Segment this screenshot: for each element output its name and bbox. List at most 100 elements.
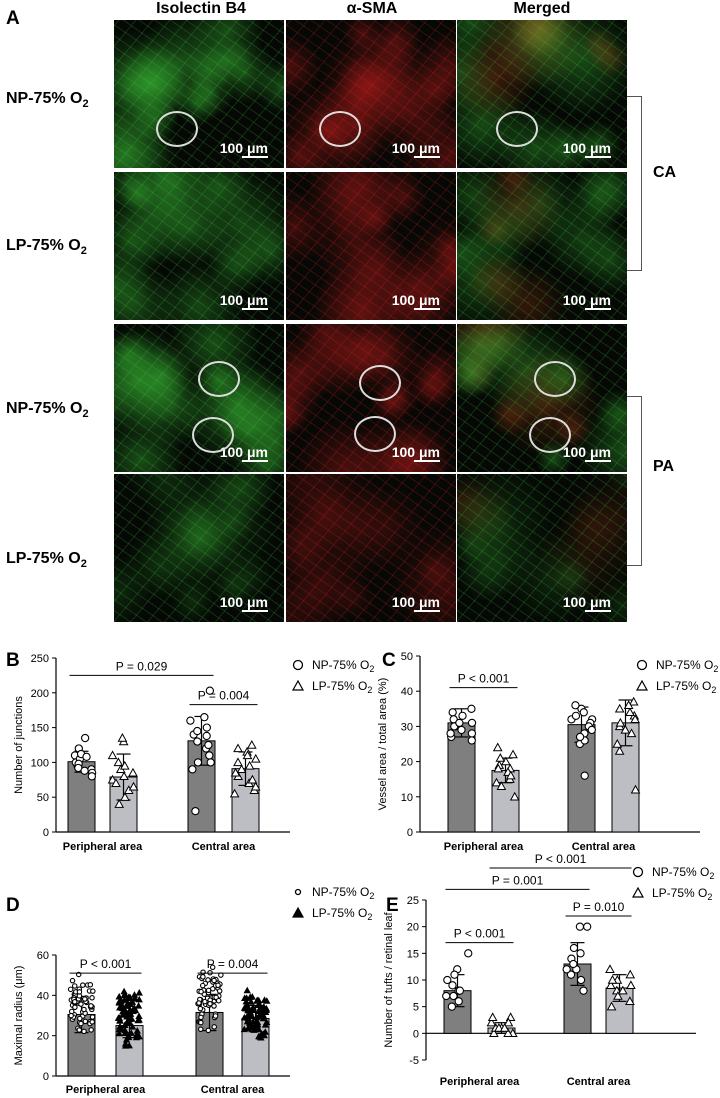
data-point-d: [216, 988, 223, 994]
scale-bar-line: [414, 610, 440, 612]
data-point-d: [126, 1009, 134, 1017]
data-point-d: [81, 1028, 87, 1035]
data-point-b: [128, 767, 138, 777]
data-point-b: [204, 740, 213, 750]
legend-label-lp: LP-75% O2: [652, 886, 712, 902]
data-point-e: [499, 1022, 510, 1032]
row-label-lp-ca: LP-75% O2: [6, 237, 87, 258]
data-point-c: [467, 736, 476, 745]
data-point-c: [496, 781, 507, 790]
scale-bar-label: 100 μm: [219, 594, 268, 610]
micrograph-r2-c1: 100 μm: [114, 172, 284, 320]
data-point-c: [446, 729, 455, 738]
data-point-d: [131, 995, 139, 1002]
data-point-b: [114, 799, 125, 808]
data-point-c: [614, 746, 625, 755]
micrograph-r2-c2: 100 μm: [286, 172, 456, 320]
data-point-d: [255, 996, 263, 1004]
data-point-d: [121, 1040, 130, 1047]
data-point-e: [569, 959, 578, 969]
data-point-c: [575, 732, 585, 742]
data-point-b: [250, 753, 261, 763]
data-point-c: [623, 700, 634, 709]
data-point-b: [107, 750, 118, 760]
data-point-d: [78, 1020, 84, 1027]
data-point-e: [569, 943, 579, 953]
data-point-e: [562, 965, 571, 974]
data-point-c: [458, 711, 467, 720]
data-point-d: [200, 969, 206, 976]
data-point-d: [89, 1019, 95, 1025]
highlight-circle: [534, 361, 576, 397]
data-point-e: [583, 922, 592, 931]
micrograph-r4-c1: 100 μm: [114, 474, 284, 622]
data-point-c: [492, 742, 503, 752]
legend-label-np: NP-75% O2: [312, 658, 374, 674]
legend-marker-np: [292, 659, 304, 671]
row-label-lp-pa: LP-75% O2: [6, 550, 87, 571]
legend-marker-lp: [291, 679, 305, 691]
data-point-d: [247, 1022, 255, 1030]
y-tick-label-b: 50: [37, 792, 49, 804]
data-point-d: [215, 997, 222, 1004]
data-point-c: [579, 708, 588, 717]
data-point-d: [243, 986, 251, 994]
data-point-d: [68, 1012, 74, 1019]
data-point-d: [205, 977, 211, 983]
data-point-b: [202, 723, 211, 732]
data-point-c: [620, 724, 631, 734]
panel-a-letter: A: [6, 8, 20, 29]
data-point-e: [455, 986, 465, 995]
data-point-d: [115, 992, 123, 1000]
y-tick-label-e: -5: [409, 1055, 419, 1067]
data-point-c: [628, 696, 639, 706]
data-point-d: [260, 996, 269, 1003]
data-point-b: [250, 781, 261, 791]
y-tick-label-b: 250: [31, 653, 49, 665]
data-point-b: [128, 781, 139, 791]
data-point-d: [125, 1033, 133, 1041]
legend-label-lp: LP-75% O2: [656, 679, 716, 695]
scale-bar-line: [242, 460, 268, 462]
data-point-d: [120, 991, 129, 999]
data-point-b: [80, 733, 90, 743]
scale-bar-line: [585, 460, 611, 462]
row-label-np-ca: NP-75% O2: [6, 90, 89, 111]
data-point-d: [67, 986, 74, 993]
legend-label-np: NP-75% O2: [656, 658, 718, 674]
p-value-label-b: P = 0.004: [198, 689, 250, 703]
data-point-d: [81, 1006, 87, 1013]
scale-bar-label: 100 μm: [562, 594, 611, 610]
data-point-d: [247, 997, 255, 1005]
y-axis-label-e: Number of tufts / retinal leaf: [383, 912, 395, 1048]
column-header-merged: Merged: [513, 0, 571, 17]
y-tick-label-b: 200: [31, 688, 49, 700]
data-point-b: [193, 758, 203, 767]
data-point-e: [625, 996, 635, 1006]
data-point-d: [257, 1012, 266, 1020]
data-point-c: [630, 784, 641, 794]
data-point-d: [135, 1012, 143, 1019]
data-point-b: [230, 767, 241, 777]
scale-bar-line: [585, 610, 611, 612]
data-point-c: [467, 704, 476, 713]
y-axis-label-b: Number of junctions: [13, 696, 25, 794]
data-point-e: [613, 990, 623, 1000]
data-point-d: [80, 982, 86, 988]
p-value-label-e: P = 0.010: [573, 900, 625, 914]
data-point-d: [116, 1017, 124, 1024]
scale-bar-line: [414, 156, 440, 158]
data-point-d: [77, 1015, 83, 1022]
y-tick-label-e: 10: [407, 975, 419, 987]
data-point-d: [89, 1014, 96, 1020]
data-point-e: [464, 949, 473, 958]
data-point-d: [196, 1000, 202, 1006]
data-point-d: [254, 1020, 262, 1028]
data-point-d: [134, 1016, 142, 1024]
data-point-d: [124, 1019, 133, 1026]
data-point-b: [188, 765, 197, 774]
data-point-b: [229, 788, 240, 798]
data-point-d: [124, 1000, 132, 1008]
data-point-b: [111, 778, 121, 787]
